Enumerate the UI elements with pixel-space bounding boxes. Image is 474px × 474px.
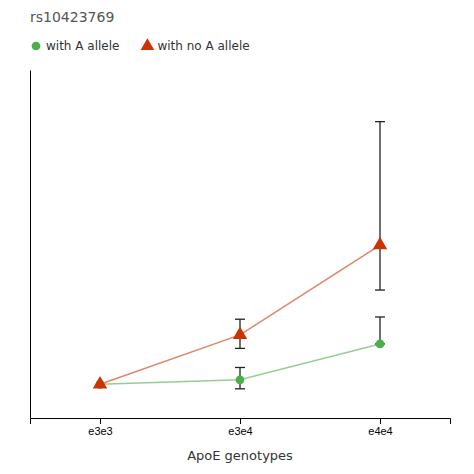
x-tick-label: e3e3 bbox=[88, 425, 112, 437]
x-tick: e3e4 bbox=[228, 418, 252, 437]
x-tick-label: e4e4 bbox=[368, 425, 392, 437]
point bbox=[233, 327, 247, 339]
legend-label: with A allele bbox=[46, 39, 119, 53]
legend-item: with no A allele bbox=[141, 38, 250, 53]
error-bar-segment bbox=[235, 388, 245, 389]
error-bar-segment bbox=[379, 122, 380, 290]
series-line bbox=[100, 344, 380, 384]
x-axis: e3e3 e3e4 e4e4 bbox=[31, 418, 451, 437]
y-axis bbox=[30, 71, 31, 419]
x-tick: e3e3 bbox=[88, 418, 112, 437]
error-bar bbox=[235, 367, 245, 388]
x-axis-title: ApoE genotypes bbox=[187, 448, 293, 463]
y-axis-line bbox=[30, 71, 31, 419]
legend-item: with A allele bbox=[32, 39, 120, 53]
x-tick-mark bbox=[240, 418, 241, 424]
point bbox=[373, 237, 387, 249]
legend-label: with no A allele bbox=[157, 39, 249, 53]
point bbox=[236, 375, 245, 384]
legend: with A allele with no A allele bbox=[32, 38, 250, 53]
error-bar-segment bbox=[375, 316, 385, 317]
error-bar-segment bbox=[375, 121, 385, 122]
x-axis-line bbox=[31, 419, 451, 425]
error-bar-segment bbox=[235, 319, 245, 320]
error-bar bbox=[375, 122, 385, 290]
error-bar-segment bbox=[235, 348, 245, 349]
plot: e3e3 e3e4 e4e4 bbox=[31, 71, 451, 437]
legend-symbol bbox=[141, 38, 155, 50]
point bbox=[376, 340, 385, 349]
chart: e3e3 e3e4 e4e4 ApoE genotypes rs10423769 with… bbox=[0, 0, 474, 474]
x-tick-label: e3e4 bbox=[228, 425, 252, 437]
x-tick: e4e4 bbox=[368, 418, 392, 437]
x-tick-mark bbox=[100, 418, 101, 424]
marks bbox=[93, 122, 387, 389]
legend-symbol bbox=[32, 42, 41, 51]
x-tick-mark bbox=[380, 418, 381, 424]
series-line bbox=[100, 245, 380, 384]
error-bar-segment bbox=[375, 289, 385, 290]
error-bar-segment bbox=[235, 367, 245, 368]
title: rs10423769 bbox=[30, 9, 114, 25]
point bbox=[93, 376, 107, 388]
